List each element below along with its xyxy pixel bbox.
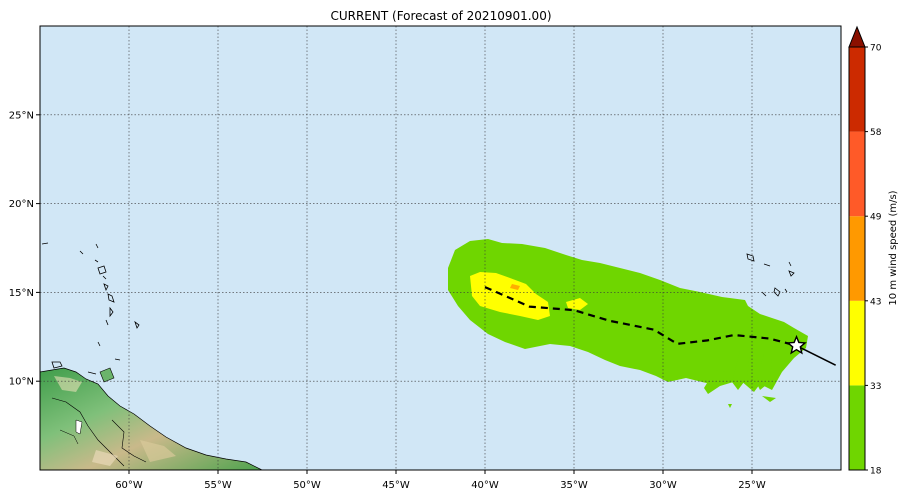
wind-swath-orange: [510, 284, 520, 290]
longitude-tick-label: 50°W: [293, 480, 321, 491]
wind-swath-fragment: [728, 404, 732, 408]
south-america-land: [40, 367, 263, 470]
longitude-tick-label: 25°W: [738, 480, 766, 491]
wind-swath-fragment: [732, 350, 750, 390]
longitude-tick-label: 30°W: [649, 480, 677, 491]
wind-swath: [448, 239, 808, 408]
ocean-background: [40, 26, 841, 470]
colorbar-tick-label: 58: [870, 128, 882, 138]
colorbar-segment: [849, 300, 865, 386]
star-icon: [786, 334, 807, 355]
wind-swath-yellow: [470, 272, 550, 320]
wind-swath-green: [448, 239, 808, 392]
map-gridlines: [40, 26, 841, 470]
longitude-tick-labels: 60°W 55°W 50°W 45°W 40°W 35°W 30°W 25°W: [115, 470, 766, 491]
colorbar-tick-label: 33: [870, 382, 881, 392]
latitude-tick-label: 20°N: [9, 199, 34, 210]
colorbar-tick-label: 70: [870, 44, 882, 54]
latitude-tick-label: 25°N: [9, 110, 34, 121]
wind-speed-colorbar: 18 33 43 49 58 70: [848, 25, 882, 477]
wind-swath-fragment: [704, 370, 726, 394]
map-title: CURRENT (Forecast of 20210901.00): [330, 9, 551, 23]
wind-swath-yellow: [566, 298, 588, 310]
longitude-tick-label: 55°W: [204, 480, 232, 491]
longitude-tick-label: 40°W: [471, 480, 499, 491]
colorbar-segment: [849, 47, 865, 132]
colorbar-tick-label: 49: [870, 213, 882, 223]
history-track-line: [796, 344, 837, 366]
map-content: [40, 26, 841, 470]
forecast-track-line: [484, 286, 797, 347]
latitude-tick-labels: 25°N 20°N 15°N 10°N: [9, 110, 40, 388]
colorbar-tick-label: 18: [870, 467, 882, 477]
caribbean-islands: [41, 242, 140, 375]
wind-swath-fragment: [762, 396, 776, 402]
colorbar-segment: [849, 385, 865, 470]
colorbar-label: 10 m wind speed (m/s): [888, 190, 899, 305]
cape-verde-islands: [746, 253, 795, 297]
latitude-tick-label: 10°N: [9, 377, 34, 388]
longitude-tick-label: 45°W: [382, 480, 410, 491]
colorbar-tick-label: 43: [870, 297, 881, 307]
latitude-tick-label: 15°N: [9, 288, 34, 299]
colorbar-frame: [848, 46, 866, 471]
storm-track: [484, 286, 837, 366]
colorbar-extend-arrow: [848, 25, 866, 48]
colorbar-segment: [849, 216, 865, 301]
longitude-tick-label: 35°W: [560, 480, 588, 491]
colorbar-segment: [849, 131, 865, 217]
longitude-tick-label: 60°W: [115, 480, 143, 491]
map-frame: [39, 25, 842, 471]
